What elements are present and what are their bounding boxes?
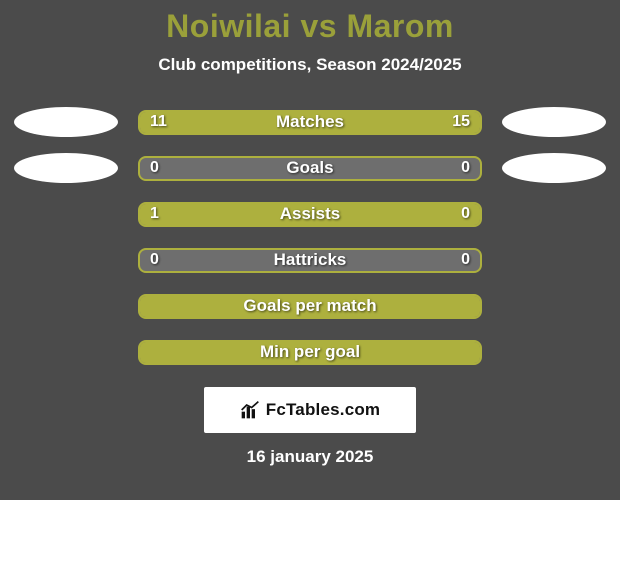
stat-label: Goals [140,158,480,179]
stat-rows: Matches1115Goals00Assists10Hattricks00Go… [0,99,620,375]
player-avatar-right [502,107,606,137]
spacer [14,245,118,275]
watermark-badge: FcTables.com [204,387,416,433]
stat-value-left: 0 [150,158,159,179]
stat-label: Hattricks [140,250,480,271]
stat-bar: Assists10 [138,202,482,227]
player-avatar-left [14,107,118,137]
stat-row: Assists10 [0,191,620,237]
spacer [502,337,606,367]
stat-row: Goals0 0 [0,145,620,191]
bar-fill-left [140,204,405,225]
spacer [14,337,118,367]
stat-row: Goals per match [0,283,620,329]
spacer [14,199,118,229]
stat-value-right: 0 [461,250,470,271]
bars-icon [240,400,260,420]
player-avatar-left [14,153,118,183]
bar-fill-left [140,296,480,317]
stat-bar: Goals per match [138,294,482,319]
spacer [502,291,606,321]
page-subtitle: Club competitions, Season 2024/2025 [0,55,620,75]
bar-fill-right [405,204,480,225]
bar-fill-right [283,112,480,133]
stat-bar: Goals0 0 [138,156,482,181]
stat-row: Matches1115 [0,99,620,145]
stat-value-right: 0 [461,158,470,179]
spacer [14,291,118,321]
spacer [502,245,606,275]
stat-bar: Min per goal [138,340,482,365]
stat-bar: Matches1115 [138,110,482,135]
bar-fill-left [140,112,283,133]
stat-value-left: 0 [150,250,159,271]
stat-row: Hattricks0 0 [0,237,620,283]
watermark-text: FcTables.com [266,400,381,420]
page-title: Noiwilai vs Marom [0,8,620,45]
date-label: 16 january 2025 [0,447,620,467]
comparison-card: Noiwilai vs Marom Club competitions, Sea… [0,0,620,500]
bar-fill-left [140,342,480,363]
player-avatar-right [502,153,606,183]
stat-bar: Hattricks0 0 [138,248,482,273]
stat-row: Min per goal [0,329,620,375]
spacer [502,199,606,229]
